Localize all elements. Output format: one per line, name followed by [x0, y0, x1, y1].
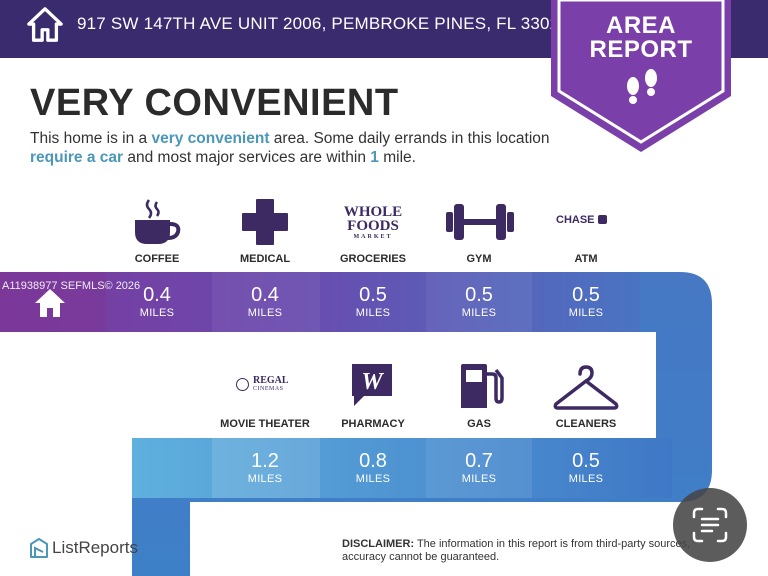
chase-logo: CHASE [556, 214, 618, 226]
distance-unit: MILES [355, 307, 391, 319]
distance-value: 0.8 [359, 450, 387, 472]
distance-value: 0.5 [465, 284, 493, 306]
distance-value: 1.2 [251, 450, 279, 472]
amenity-label-medical: MEDICAL [239, 253, 291, 265]
listreports-logo-icon [30, 538, 48, 558]
badge-title-line2: REPORT [589, 36, 693, 63]
distance-value: 0.5 [359, 284, 387, 306]
property-address: 917 SW 147TH AVE UNIT 2006, PEMBROKE PIN… [77, 14, 569, 33]
distance-value: 0.5 [572, 284, 600, 306]
dumbbell-icon [446, 204, 514, 240]
distance-unit: MILES [355, 473, 391, 485]
distance-unit: MILES [568, 473, 604, 485]
scan-text-icon [692, 507, 728, 543]
mls-watermark: A11938977 SEFMLS© 2026 [2, 280, 141, 292]
svg-text:W: W [361, 369, 384, 395]
amenity-label-groceries: GROCERIES [339, 253, 406, 265]
distance-value: 0.4 [251, 284, 279, 306]
amenity-label-movie-theater: MOVIE THEATER [220, 418, 310, 430]
coffee-icon [135, 199, 181, 244]
distance-value: 0.4 [143, 284, 171, 306]
distance-unit: MILES [461, 307, 497, 319]
disclaimer-text: DISCLAIMER: The information in this repo… [342, 538, 691, 563]
page-title: VERY CONVENIENT [30, 82, 399, 124]
scan-text-button[interactable] [673, 488, 747, 562]
home-marker-icon [35, 289, 65, 317]
walgreens-logo: W [352, 364, 392, 406]
distance-unit: MILES [461, 473, 497, 485]
whole-foods-logo: WHOLE FOODS MARKET [343, 204, 403, 241]
amenity-label-coffee: COFFEE [134, 253, 180, 265]
medical-cross-icon [242, 199, 288, 245]
distance-unit: MILES [247, 307, 283, 319]
amenity-label-cleaners: CLEANERS [555, 418, 617, 430]
area-report-badge [551, 0, 731, 152]
distance-value: 0.5 [572, 450, 600, 472]
distance-value: 0.7 [465, 450, 493, 472]
home-icon [27, 7, 63, 42]
gas-pump-icon [461, 364, 504, 408]
distance-unit: MILES [139, 307, 175, 319]
hanger-icon [553, 365, 619, 410]
brand-name: ListReports [52, 538, 138, 557]
amenity-label-gas: GAS [467, 418, 491, 430]
badge-title-line1: AREA [605, 12, 676, 39]
regal-logo: REGAL CINEMAS [236, 376, 298, 394]
amenity-label-atm: ATM [574, 253, 598, 265]
footprints-icon [627, 69, 657, 104]
amenity-label-pharmacy: PHARMACY [341, 418, 405, 430]
summary-text: This home is in a very convenient area. … [30, 130, 550, 166]
distance-unit: MILES [247, 473, 283, 485]
amenity-label-gym: GYM [466, 253, 492, 265]
distance-unit: MILES [568, 307, 604, 319]
